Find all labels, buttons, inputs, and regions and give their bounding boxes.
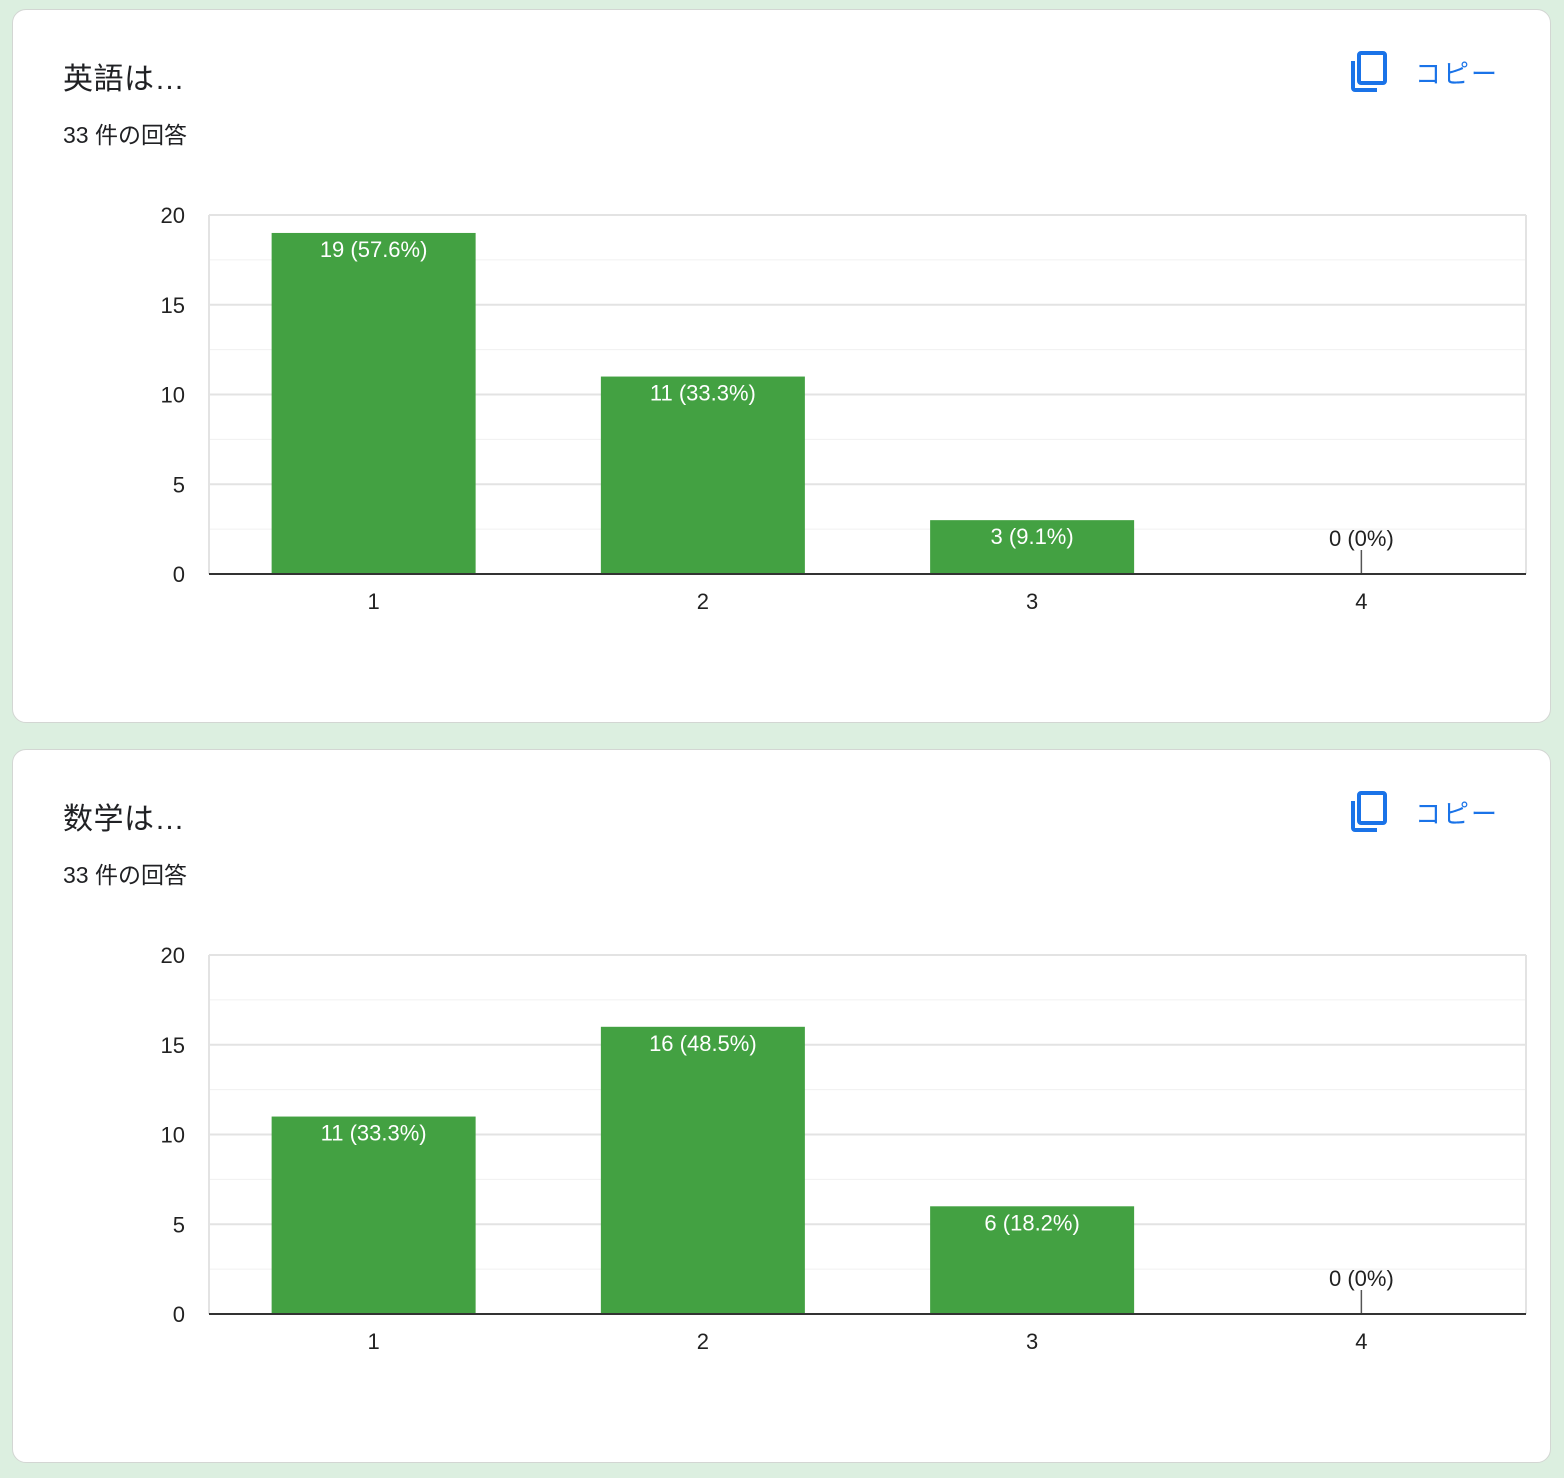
data-label: 0 (0%)	[1329, 1266, 1394, 1291]
y-tick-label: 20	[161, 203, 185, 228]
x-tick-label: 2	[697, 1329, 709, 1354]
x-tick-label: 4	[1355, 589, 1367, 614]
content-copy-icon	[1351, 51, 1387, 92]
bar	[271, 232, 476, 574]
y-tick-label: 10	[161, 1123, 185, 1148]
y-tick-label: 15	[161, 293, 185, 318]
chart-card-english: 英語は… 33 件の回答 コピー 0 5 10 15 20 19 (57.6%) 1 11 (…	[12, 9, 1551, 723]
x-tick-label: 1	[368, 1329, 380, 1354]
data-label: 3 (9.1%)	[991, 524, 1074, 549]
y-tick-label: 15	[161, 1033, 185, 1058]
y-tick-label: 10	[161, 383, 185, 408]
copy-label: コピー	[1415, 798, 1500, 829]
response-count: 33 件の回答	[63, 862, 187, 888]
bar-chart: 0 5 10 15 20 11 (33.3%) 1 16 (48.5%) 2 6 (18.2%) 3…	[161, 943, 1527, 1354]
bar	[930, 1206, 1135, 1314]
copy-label: コピー	[1415, 58, 1500, 89]
x-tick-label: 3	[1026, 589, 1038, 614]
data-label: 11 (33.3%)	[321, 1121, 427, 1146]
data-label: 11 (33.3%)	[650, 381, 756, 406]
response-count: 33 件の回答	[63, 122, 187, 148]
data-label: 19 (57.6%)	[320, 237, 428, 262]
question-title: 英語は…	[63, 63, 185, 96]
bar	[271, 1116, 476, 1314]
y-tick-label: 5	[173, 1212, 185, 1237]
content-copy-icon	[1351, 791, 1387, 832]
question-title: 数学は…	[63, 803, 185, 836]
copy-button[interactable]: コピー	[1349, 788, 1499, 836]
bar	[600, 376, 805, 574]
bar	[600, 1026, 805, 1314]
x-tick-label: 4	[1355, 1329, 1367, 1354]
y-tick-label: 0	[173, 1302, 185, 1327]
x-tick-label: 3	[1026, 1329, 1038, 1354]
y-tick-label: 5	[173, 472, 185, 497]
x-tick-label: 2	[697, 589, 709, 614]
bar-chart: 0 5 10 15 20 19 (57.6%) 1 11 (33.3%) 2 3 (9.1%) 3 0…	[161, 203, 1527, 614]
data-label: 0 (0%)	[1329, 526, 1394, 551]
y-tick-label: 0	[173, 562, 185, 587]
copy-button[interactable]: コピー	[1349, 48, 1499, 96]
x-tick-label: 1	[368, 589, 380, 614]
chart-card-math: 数学は… 33 件の回答 コピー 0 5 10 15 20 11 (33.3%) 1 16 (…	[12, 749, 1551, 1463]
data-label: 6 (18.2%)	[984, 1210, 1079, 1235]
data-label: 16 (48.5%)	[649, 1031, 757, 1056]
y-tick-label: 20	[161, 943, 185, 968]
bar	[930, 520, 1135, 574]
